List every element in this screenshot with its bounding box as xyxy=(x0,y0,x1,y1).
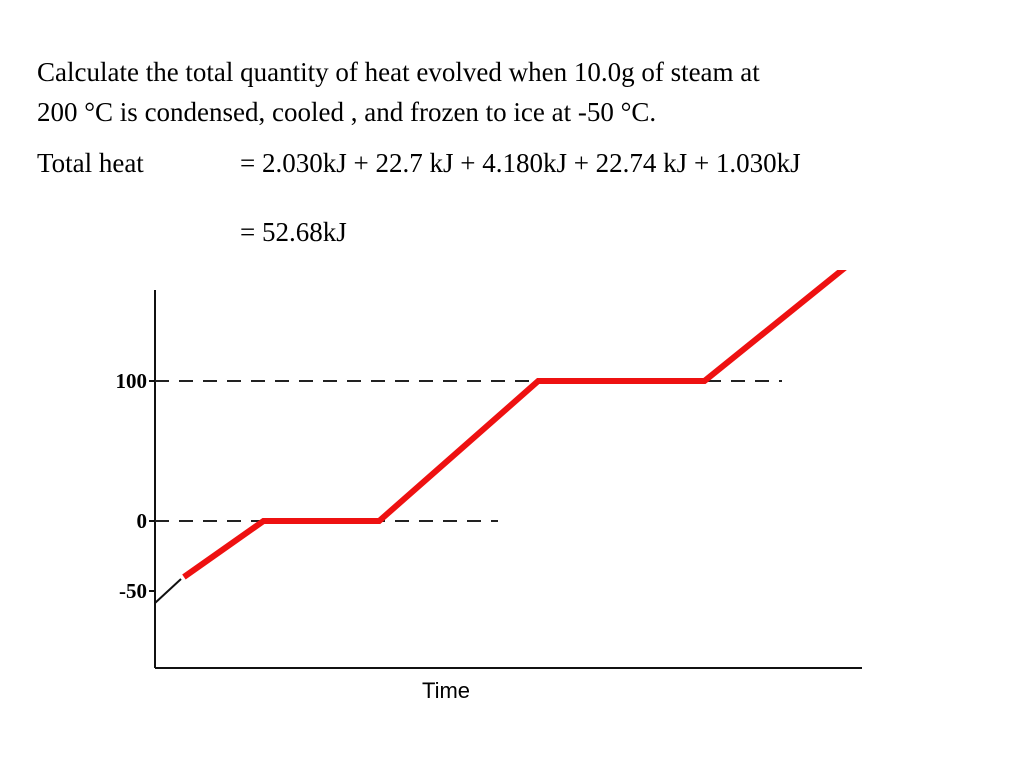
y-tick-labels: 2001000-50 xyxy=(116,369,155,603)
total-heat-label: Total heat xyxy=(37,148,144,178)
series-layer xyxy=(154,270,847,604)
series-line-0 xyxy=(182,270,847,580)
lead-in-segment xyxy=(154,578,182,604)
axes xyxy=(154,290,862,669)
heating-curve-chart: 2001000-50 Time xyxy=(116,270,862,703)
problem-statement: Calculate the total quantity of heat evo… xyxy=(37,52,760,132)
total-heat-result: = 52.68kJ xyxy=(240,217,347,247)
total-heat-expression: = 2.030kJ + 22.7 kJ + 4.180kJ + 22.74 kJ… xyxy=(240,148,801,178)
y-tick-label-100: 100 xyxy=(116,369,148,393)
problem-line-2: 200 °C is condensed, cooled , and frozen… xyxy=(37,97,657,127)
y-tick-label-0: 0 xyxy=(137,509,148,533)
x-axis-label: Time xyxy=(422,678,470,703)
reference-lines xyxy=(155,380,782,522)
problem-line-1: Calculate the total quantity of heat evo… xyxy=(37,57,760,87)
y-tick-label-neg50: -50 xyxy=(119,579,147,603)
